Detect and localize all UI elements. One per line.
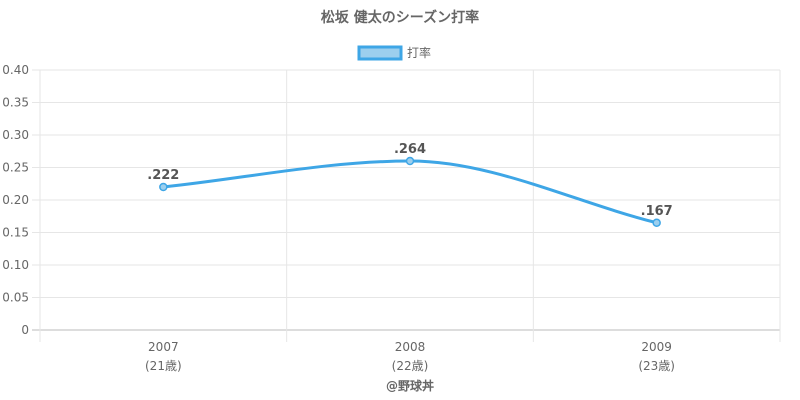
x-tick-label: 2009 [641, 340, 672, 354]
y-tick-label: 0.35 [2, 96, 29, 110]
credit-text: @野球丼 [386, 378, 434, 393]
legend[interactable]: 打率 [357, 45, 431, 61]
y-tick-label: 0.15 [2, 226, 29, 240]
x-tick-sublabel: (21歳) [145, 359, 182, 373]
data-points [159, 156, 661, 227]
y-tick-label: 0.40 [2, 63, 29, 77]
y-tick-label: 0.10 [2, 258, 29, 272]
y-tick-label: 0 [21, 323, 29, 337]
x-tick-sublabel: (22歳) [392, 359, 429, 373]
data-label: .167 [641, 204, 673, 219]
chart-title: 松坂 健太のシーズン打率 [321, 9, 479, 26]
y-axis: 0 0.05 0.10 0.15 0.20 0.25 0.30 0.35 0.40 [2, 63, 29, 337]
data-point[interactable] [405, 156, 415, 166]
x-axis: 2007 (21歳) 2008 (22歳) 2009 (23歳) [145, 340, 675, 373]
y-gridlines [32, 69, 780, 331]
data-label: .264 [394, 142, 426, 157]
legend-swatch [357, 45, 403, 61]
y-tick-label: 0.30 [2, 128, 29, 142]
series-lines [163, 159, 658, 225]
y-tick-label: 0.25 [2, 161, 29, 175]
data-labels: .222 .264 .167 [147, 142, 672, 219]
y-tick-label: 0.20 [2, 193, 29, 207]
data-point[interactable] [159, 182, 168, 192]
x-tick-sublabel: (23歳) [638, 359, 675, 373]
series-line [163, 159, 658, 225]
y-tick-label: 0.05 [2, 291, 29, 305]
data-label: .222 [147, 168, 179, 183]
x-tick-label: 2007 [148, 340, 179, 354]
x-gridlines [39, 70, 781, 342]
data-point[interactable] [652, 218, 661, 227]
legend-label: 打率 [407, 45, 431, 60]
x-tick-label: 2008 [395, 340, 426, 354]
